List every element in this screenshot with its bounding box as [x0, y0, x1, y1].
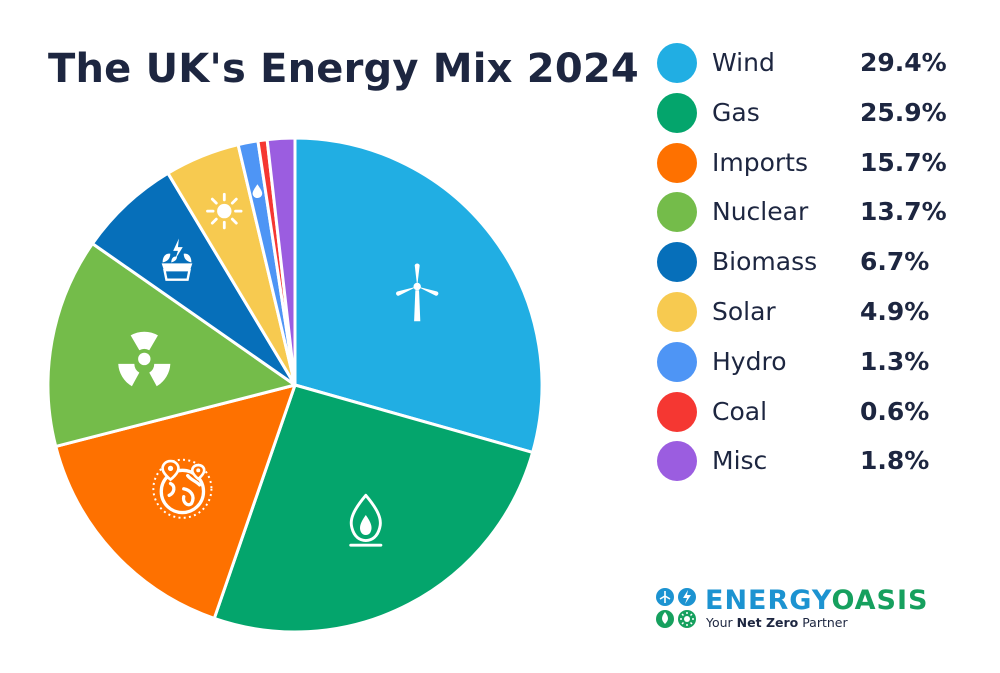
gas-flame-icon — [349, 493, 383, 547]
legend-item-biomass: Biomass 6.7% — [655, 239, 955, 283]
legend-label: Biomass — [712, 247, 818, 277]
legend-value: 4.9% — [860, 297, 930, 326]
legend-label: Gas — [712, 97, 760, 127]
chart-title: The UK's Energy Mix 2024 — [48, 46, 639, 92]
legend-label: Solar — [712, 297, 776, 326]
legend-label: Imports — [712, 147, 808, 177]
legend-value: 1.3% — [860, 346, 930, 376]
wind-turbine-icon — [396, 263, 439, 322]
pie-slice-imports — [54, 383, 297, 620]
water-drop-icon — [252, 184, 263, 199]
biomass-icon — [161, 238, 193, 281]
legend-swatch — [657, 292, 697, 332]
pie-slice-gas — [212, 383, 535, 634]
legend-label: Misc — [712, 446, 768, 476]
legend-label: Coal — [712, 396, 768, 426]
brand-tagline-pre: Your — [706, 615, 737, 630]
legend-item-misc: Misc 1.8% — [655, 438, 955, 482]
legend-value: 1.8% — [860, 446, 930, 476]
legend-label: Hydro — [712, 346, 787, 376]
brand-name: ENERGYOASIS — [705, 585, 929, 616]
legend-swatch — [657, 43, 697, 83]
brand-tagline: Your Net Zero Partner — [706, 615, 848, 630]
legend-swatch — [657, 92, 697, 133]
legend-item-imports: Imports 15.7% — [655, 140, 955, 184]
legend-label: Wind — [712, 48, 775, 77]
brand-name-part1: ENERGY — [705, 585, 832, 616]
legend-item-coal: Coal 0.6% — [655, 389, 955, 433]
legend-value: 25.9% — [860, 97, 947, 127]
legend-swatch — [657, 391, 697, 432]
legend-item-wind: Wind 29.4% — [655, 40, 955, 84]
legend-swatch — [657, 142, 697, 183]
legend-swatch — [657, 341, 697, 382]
pie-slice-misc — [265, 136, 297, 387]
brand-tagline-bold: Net Zero — [736, 615, 799, 630]
brand-icons — [656, 588, 696, 628]
brand-name-part2: OASIS — [831, 585, 929, 616]
legend-value: 15.7% — [860, 147, 947, 177]
brand-tagline-post: Partner — [798, 615, 848, 630]
legend-item-hydro: Hydro 1.3% — [655, 339, 955, 383]
legend-swatch — [657, 192, 697, 233]
brand-logo: ENERGYOASIS Your Net Zero Partner — [655, 585, 955, 635]
legend-value: 0.6% — [860, 396, 930, 426]
legend-item-solar: Solar 4.9% — [655, 289, 955, 333]
sun-icon — [206, 192, 243, 230]
legend-value: 29.4% — [860, 48, 947, 77]
legend-label: Nuclear — [712, 197, 809, 227]
legend-swatch — [657, 242, 697, 283]
pie-slice-nuclear — [46, 242, 297, 448]
radiation-icon — [118, 331, 171, 387]
legend-swatch — [657, 441, 697, 482]
legend-value: 6.7% — [860, 247, 930, 277]
legend-item-gas: Gas 25.9% — [655, 90, 955, 134]
legend-item-nuclear: Nuclear 13.7% — [655, 189, 955, 233]
legend-value: 13.7% — [860, 197, 947, 227]
pie-chart — [46, 136, 544, 634]
